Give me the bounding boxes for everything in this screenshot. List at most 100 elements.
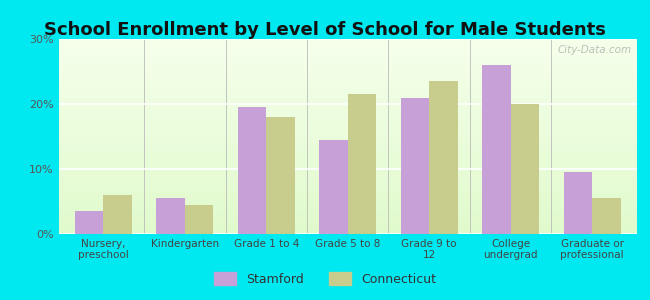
Bar [58,46,637,47]
Bar [58,228,637,229]
Bar [58,220,637,221]
Bar [58,106,637,107]
Bar [58,41,637,42]
Bar [238,107,266,234]
Bar [266,117,295,234]
Bar [58,180,637,181]
Bar [58,201,637,202]
Bar [58,232,637,233]
Bar [58,69,637,70]
Bar [564,172,592,234]
Bar [58,49,637,50]
Bar [58,221,637,222]
Bar [58,70,637,71]
Bar [58,187,637,188]
Bar [58,120,637,121]
Bar [58,214,637,215]
Bar [58,43,637,44]
Bar [58,115,637,116]
Bar [58,67,637,68]
Bar [58,194,637,195]
Bar [58,190,637,191]
Bar [58,149,637,150]
Bar [58,103,637,104]
Bar [58,208,637,209]
Bar [58,177,637,178]
Bar [58,192,637,193]
Bar [58,48,637,49]
Bar [58,163,637,164]
Bar [58,80,637,81]
Bar [58,116,637,117]
Bar [58,134,637,136]
Bar [58,129,637,130]
Bar [58,144,637,145]
Text: City-Data.com: City-Data.com [557,45,631,55]
Bar [58,181,637,182]
Bar [58,182,637,183]
Bar [58,230,637,231]
Bar [58,203,637,204]
Bar [58,74,637,75]
Bar [58,111,637,112]
Bar [58,90,637,91]
Bar [58,176,637,177]
Bar [58,64,637,65]
Bar [58,172,637,173]
Bar [58,150,637,151]
Bar [58,44,637,45]
Bar [58,159,637,160]
Bar [58,219,637,220]
Bar [58,133,637,134]
Bar [58,167,637,168]
Bar [58,191,637,192]
Bar [58,157,637,158]
Bar [58,165,637,166]
Bar [58,161,637,162]
Bar [58,199,637,200]
Bar [75,211,103,234]
Bar [58,218,637,219]
Bar [348,94,376,234]
Bar [58,42,637,43]
Bar [58,141,637,142]
Bar [58,211,637,212]
Bar [58,154,637,155]
Bar [58,197,637,198]
Bar [58,108,637,109]
Bar [58,65,637,66]
Bar [58,91,637,92]
Bar [103,195,132,234]
Bar [58,173,637,175]
Bar [58,151,637,152]
Bar [58,56,637,58]
Bar [58,63,637,64]
Bar [58,140,637,141]
Bar [58,205,637,206]
Bar [58,186,637,187]
Bar [58,51,637,52]
Bar [58,110,637,111]
Bar [58,102,637,103]
Bar [58,78,637,79]
Bar [58,127,637,128]
Bar [319,140,348,234]
Bar [58,227,637,228]
Bar [58,109,637,110]
Bar [58,155,637,156]
Bar [58,95,637,97]
Bar [58,122,637,123]
Bar [58,196,637,197]
Bar [58,83,637,84]
Bar [58,145,637,146]
Bar [58,202,637,203]
Bar [58,166,637,167]
Bar [58,101,637,102]
Bar [58,171,637,172]
Bar [58,94,637,95]
Bar [58,156,637,157]
Bar [58,117,637,118]
Bar [58,107,637,108]
Bar [58,79,637,80]
Bar [58,137,637,138]
